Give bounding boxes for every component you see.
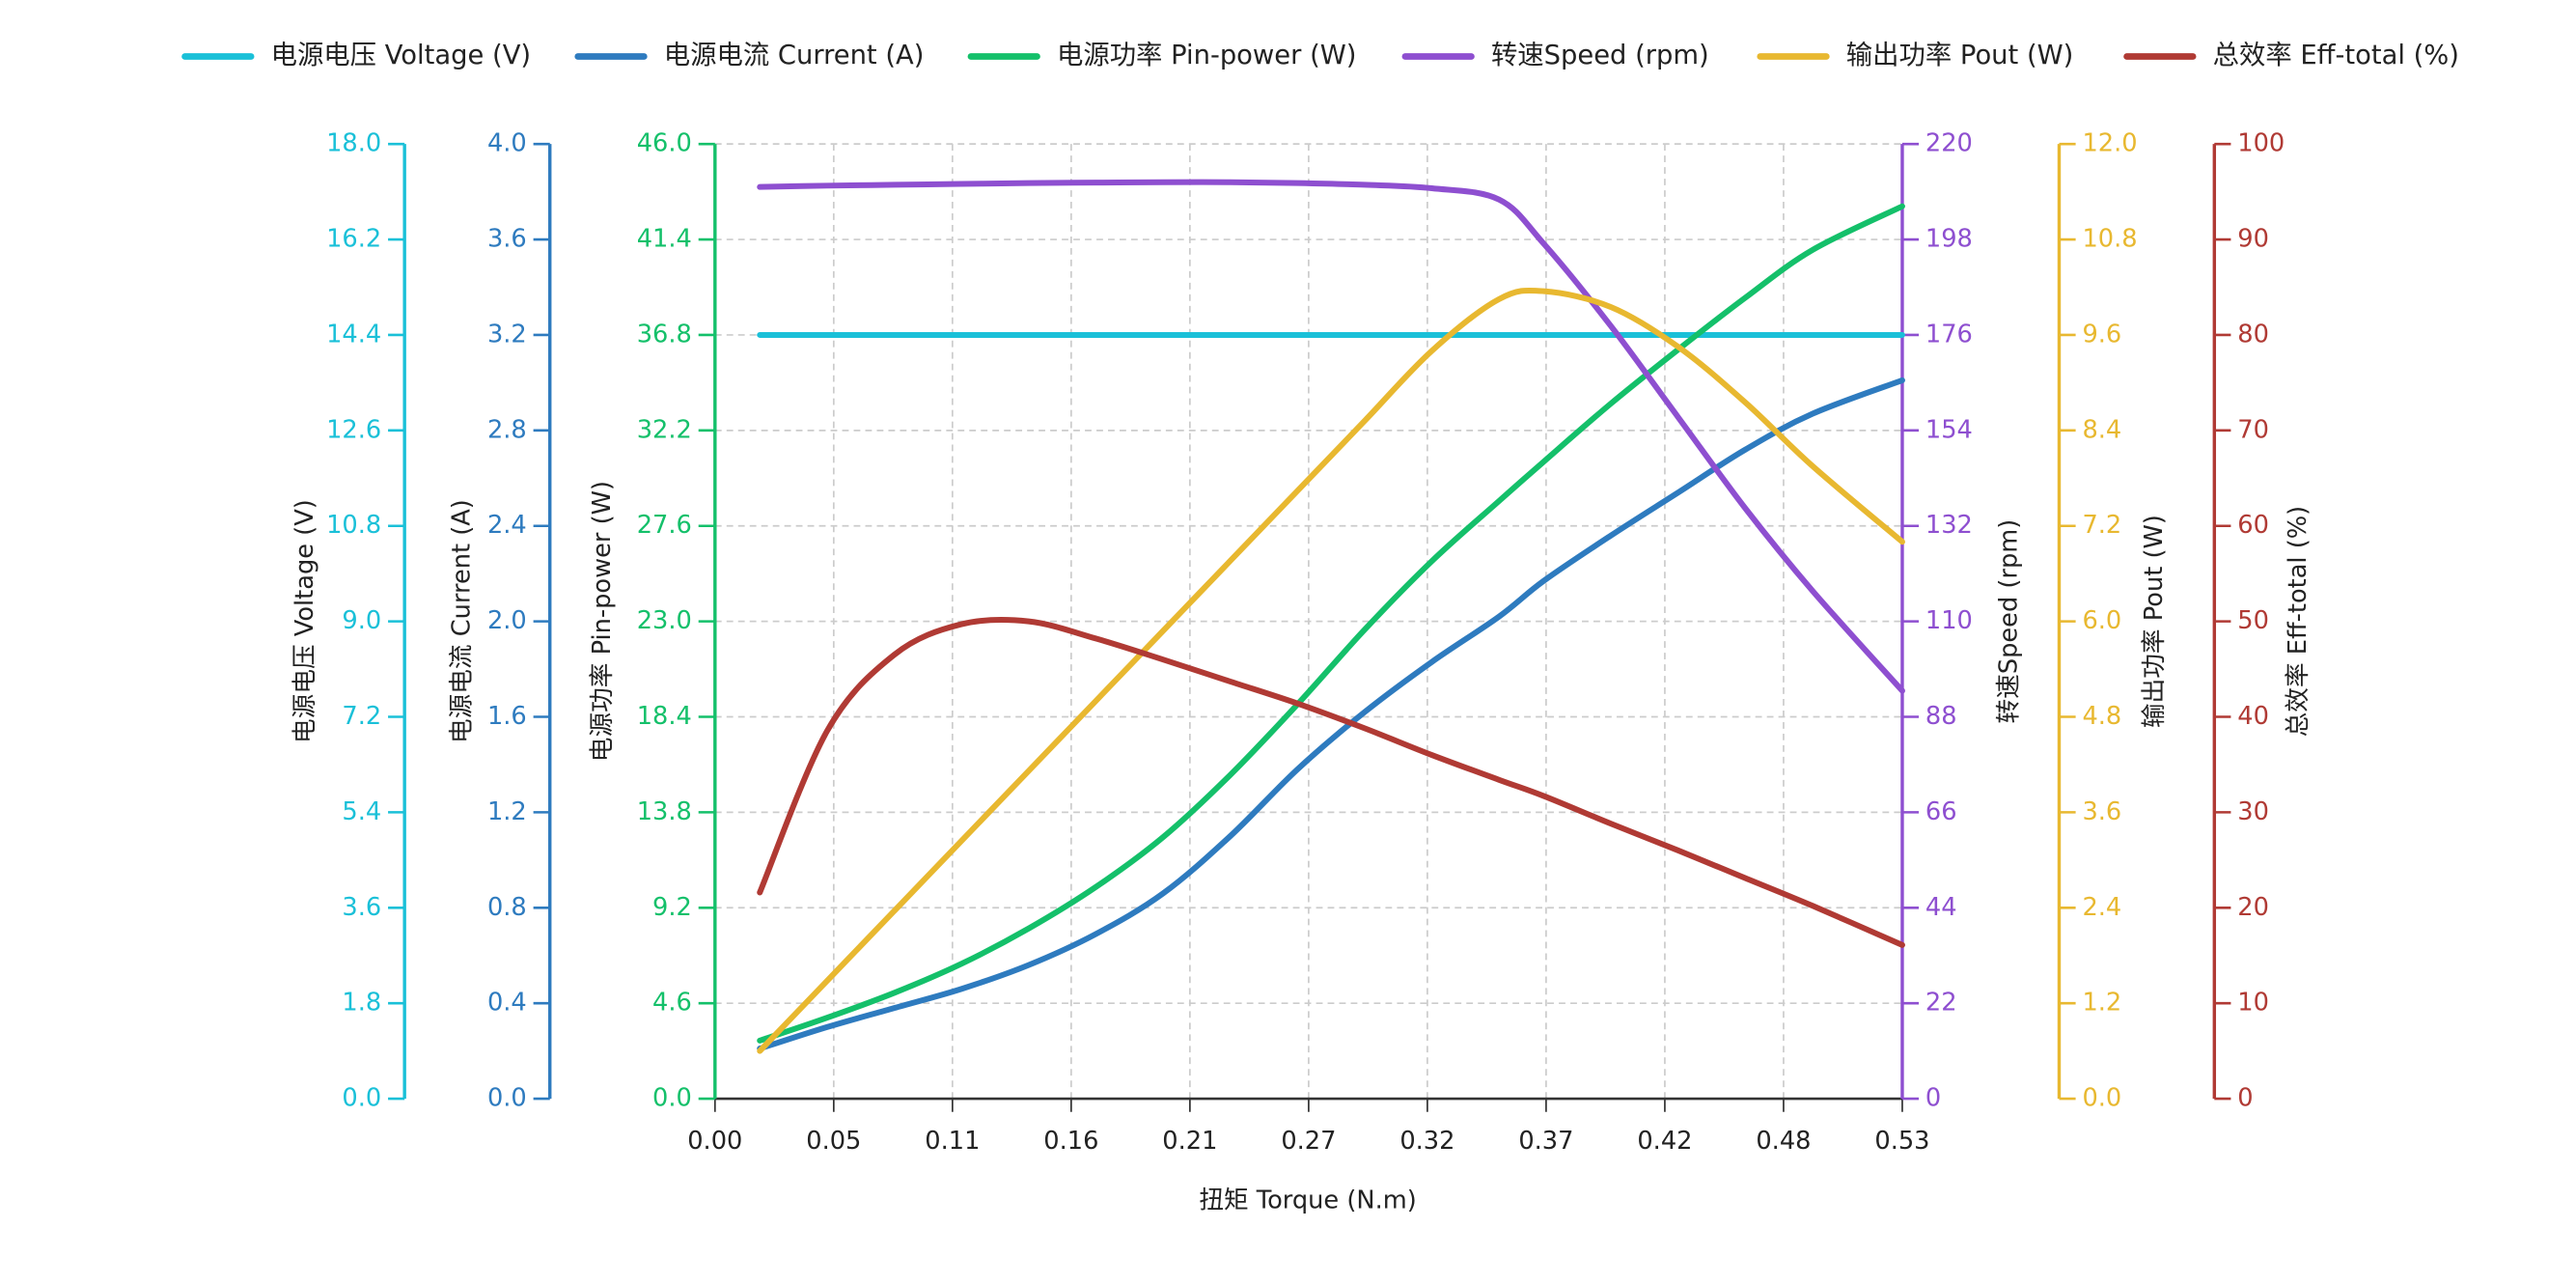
y-tick-label: 1.8 <box>342 989 381 1018</box>
y-tick-label: 20 <box>2237 893 2269 922</box>
y-tick-label: 46.0 <box>637 129 692 158</box>
x-tick-label: 0.42 <box>1637 1127 1692 1156</box>
y-tick-label: 10.8 <box>326 511 381 540</box>
y-axis-label: 输出功率 Pout (W) <box>2140 515 2169 728</box>
y-tick-label: 0.0 <box>342 1084 381 1113</box>
y-tick-label: 7.2 <box>342 702 381 731</box>
x-tick-label: 0.11 <box>925 1127 980 1156</box>
y-tick-label: 176 <box>1925 320 1973 349</box>
y-tick-label: 2.4 <box>2082 893 2121 922</box>
y-tick-label: 8.4 <box>2082 415 2121 444</box>
y-tick-label: 16.2 <box>326 225 381 254</box>
y-tick-label: 10 <box>2237 989 2269 1018</box>
y-tick-label: 80 <box>2237 320 2269 349</box>
y-tick-label: 0.0 <box>487 1084 527 1113</box>
y-tick-label: 0.4 <box>487 989 527 1018</box>
y-tick-label: 41.4 <box>637 225 692 254</box>
y-tick-label: 9.2 <box>652 893 692 922</box>
series-line <box>757 179 1905 694</box>
y-tick-label: 3.6 <box>2082 797 2121 826</box>
y-tick-label: 66 <box>1925 797 1957 826</box>
y-tick-label: 3.6 <box>487 225 527 254</box>
x-tick-label: 0.32 <box>1399 1127 1454 1156</box>
y-tick-label: 23.0 <box>637 606 692 635</box>
y-tick-label: 14.4 <box>326 320 381 349</box>
series-line <box>757 377 1905 1052</box>
y-tick-label: 88 <box>1925 702 1957 731</box>
y-tick-label: 27.6 <box>637 511 692 540</box>
y-tick-label: 2.0 <box>487 606 527 635</box>
y-tick-label: 22 <box>1925 989 1957 1018</box>
y-tick-label: 3.6 <box>342 893 381 922</box>
x-axis-label: 扭矩 Torque (N.m) <box>1199 1186 1416 1215</box>
legend-label: 电源电流 Current (A) <box>664 41 925 70</box>
y-tick-label: 0.0 <box>652 1084 692 1113</box>
y-tick-label: 2.8 <box>487 415 527 444</box>
y-tick-label: 12.6 <box>326 415 381 444</box>
x-tick-label: 0.27 <box>1281 1127 1336 1156</box>
y-axis-label: 转速Speed (rpm) <box>1995 519 2024 724</box>
x-tick-label: 0.53 <box>1874 1127 1929 1156</box>
legend-label: 电源功率 Pin-power (W) <box>1057 41 1357 70</box>
y-tick-label: 50 <box>2237 606 2269 635</box>
y-tick-label: 13.8 <box>637 797 692 826</box>
y-tick-label: 9.6 <box>2082 320 2121 349</box>
legend-label: 输出功率 Pout (W) <box>1846 41 2074 70</box>
y-tick-label: 0 <box>2237 1084 2253 1113</box>
y-tick-label: 3.2 <box>487 320 527 349</box>
y-tick-label: 0.8 <box>487 893 527 922</box>
y-tick-label: 4.6 <box>652 989 692 1018</box>
y-tick-label: 4.8 <box>2082 702 2121 731</box>
x-tick-label: 0.05 <box>806 1127 861 1156</box>
y-tick-label: 198 <box>1925 225 1973 254</box>
y-tick-label: 1.2 <box>2082 989 2121 1018</box>
y-tick-label: 9.0 <box>342 606 381 635</box>
y-tick-label: 44 <box>1925 893 1957 922</box>
series-line <box>757 616 1905 948</box>
series-line <box>757 203 1905 1044</box>
y-tick-label: 220 <box>1925 129 1973 158</box>
y-tick-label: 32.2 <box>637 415 692 444</box>
y-tick-label: 60 <box>2237 511 2269 540</box>
y-tick-label: 70 <box>2237 415 2269 444</box>
y-tick-label: 18.4 <box>637 702 692 731</box>
y-tick-label: 36.8 <box>637 320 692 349</box>
y-tick-label: 100 <box>2237 129 2285 158</box>
x-tick-label: 0.16 <box>1043 1127 1098 1156</box>
y-tick-label: 0.0 <box>2082 1084 2121 1113</box>
series-line <box>757 287 1905 1054</box>
x-tick-label: 0.37 <box>1518 1127 1573 1156</box>
y-tick-label: 1.2 <box>487 797 527 826</box>
y-tick-label: 30 <box>2237 797 2269 826</box>
y-axis-label: 电源功率 Pin-power (W) <box>588 481 617 762</box>
legend-label: 总效率 Eff-total (%) <box>2213 41 2459 70</box>
y-tick-label: 2.4 <box>487 511 527 540</box>
x-tick-label: 0.48 <box>1756 1127 1811 1156</box>
x-tick-label: 0.21 <box>1162 1127 1217 1156</box>
y-tick-label: 5.4 <box>342 797 381 826</box>
y-tick-label: 40 <box>2237 702 2269 731</box>
x-tick-label: 0.00 <box>687 1127 742 1156</box>
y-axis-label: 电源电流 Current (A) <box>448 499 477 743</box>
y-tick-label: 12.0 <box>2082 129 2137 158</box>
y-tick-label: 18.0 <box>326 129 381 158</box>
y-tick-label: 0 <box>1925 1084 1941 1113</box>
y-tick-label: 7.2 <box>2082 511 2121 540</box>
y-tick-label: 154 <box>1925 415 1973 444</box>
legend-label: 转速Speed (rpm) <box>1491 41 1709 70</box>
y-axis-label: 电源电压 Voltage (V) <box>291 499 319 743</box>
y-axis-label: 总效率 Eff-total (%) <box>2284 506 2313 737</box>
y-tick-label: 110 <box>1925 606 1973 635</box>
y-tick-label: 132 <box>1925 511 1973 540</box>
legend-label: 电源电压 Voltage (V) <box>271 41 532 70</box>
y-tick-label: 90 <box>2237 225 2269 254</box>
y-tick-label: 6.0 <box>2082 606 2121 635</box>
y-tick-label: 1.6 <box>487 702 527 731</box>
y-tick-label: 4.0 <box>487 129 527 158</box>
y-tick-label: 10.8 <box>2082 225 2137 254</box>
